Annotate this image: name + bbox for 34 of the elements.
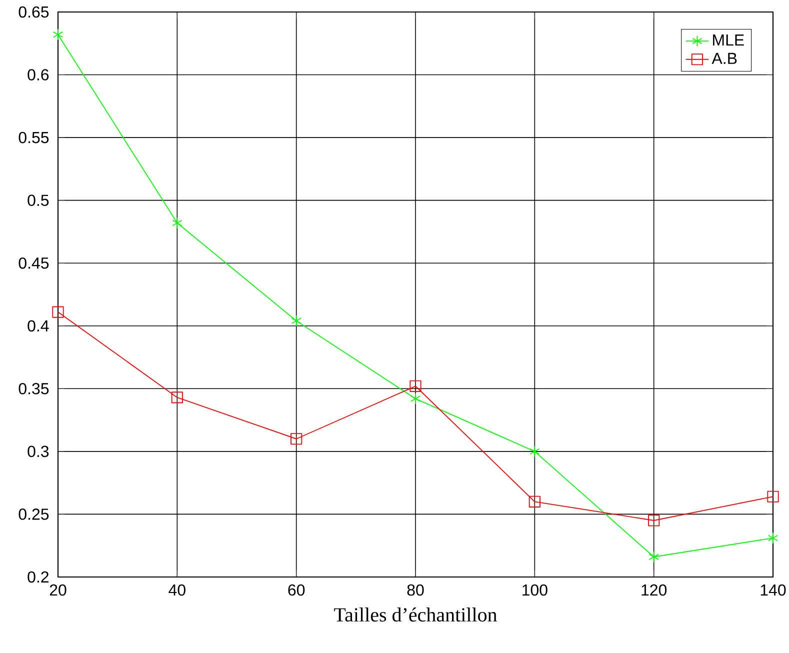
point bbox=[172, 217, 182, 229]
point bbox=[530, 446, 540, 458]
x-axis-title: Tailles d’échantillon bbox=[334, 608, 498, 622]
point bbox=[768, 532, 778, 544]
y-tick-label: 0.35 bbox=[18, 382, 49, 394]
y-tick-label: 0.25 bbox=[18, 508, 49, 520]
x-tick-label: 100 bbox=[522, 584, 548, 596]
x-tick-label: 120 bbox=[642, 584, 667, 596]
y-tick-label: 0.55 bbox=[18, 132, 49, 144]
x-tick-label: 40 bbox=[168, 584, 186, 596]
point bbox=[648, 514, 660, 526]
y-tick-label: 0.6 bbox=[28, 69, 49, 80]
point bbox=[410, 392, 421, 404]
point bbox=[410, 380, 422, 392]
y-tick-label: 0.5 bbox=[28, 194, 49, 206]
point bbox=[291, 315, 302, 327]
legend-label: MLE bbox=[713, 34, 744, 46]
x-tick-label: 60 bbox=[288, 584, 305, 596]
point bbox=[648, 551, 659, 563]
point bbox=[171, 392, 183, 404]
y-tick-label: 0.65 bbox=[18, 6, 49, 18]
y-tick-label: 0.2 bbox=[28, 571, 48, 583]
point bbox=[290, 433, 302, 445]
point bbox=[52, 28, 64, 40]
legend-label: A.B bbox=[712, 52, 737, 64]
x-tick-label: 80 bbox=[407, 584, 424, 596]
point bbox=[767, 490, 779, 502]
x-tick-label: 140 bbox=[760, 584, 786, 596]
y-tick-label: 0.45 bbox=[18, 257, 49, 269]
y-tick-label: 0.4 bbox=[28, 320, 49, 332]
x-tick-label: 20 bbox=[50, 584, 66, 596]
y-tick-label: 0.3 bbox=[28, 446, 49, 458]
point bbox=[52, 306, 64, 318]
point bbox=[528, 496, 540, 508]
